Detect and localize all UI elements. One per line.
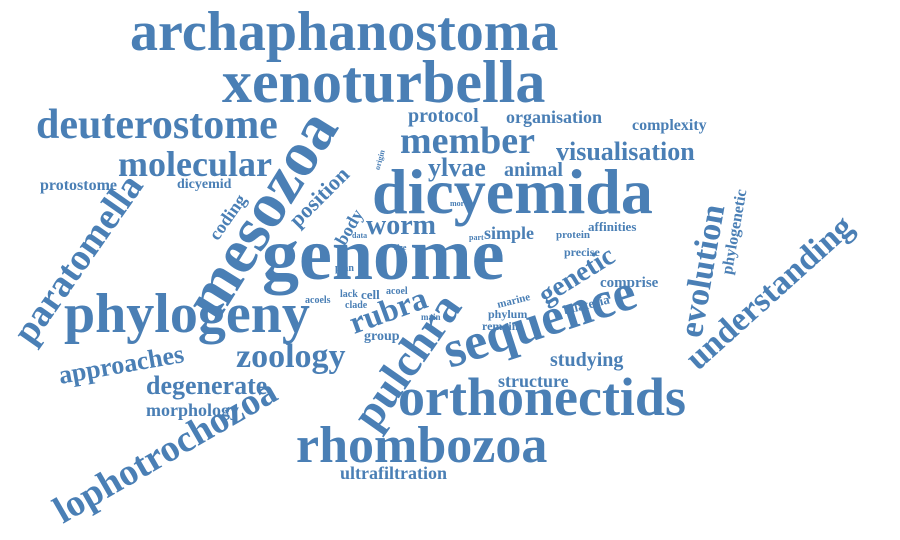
word-phylum: phylum [488, 307, 528, 321]
word-cell: cell [361, 287, 380, 302]
word-more: more [450, 199, 468, 208]
word-structure: structure [498, 371, 569, 391]
word-precise: precise [564, 245, 600, 259]
word-acoel: acoel [386, 286, 408, 297]
word-affinities: affinities [588, 219, 637, 234]
word-dicyemid: dicyemid [177, 177, 232, 192]
word-simple: simple [484, 223, 535, 243]
word-part: part [469, 233, 484, 242]
word-protein: protein [556, 229, 591, 241]
word-protostome: protostome [40, 177, 118, 194]
word-clade: clade [345, 300, 368, 311]
word-morphology: morphology [146, 400, 240, 420]
word-archaphanostoma: archaphanostoma [130, 1, 559, 63]
word-data: data [352, 231, 368, 240]
word-ylvae: ylvae [428, 153, 486, 182]
word-size: size [394, 243, 407, 252]
word-phylogeny: phylogeny [64, 283, 310, 345]
word-comprise: comprise [600, 275, 659, 291]
word-group: group [364, 329, 400, 344]
word-studying: studying [550, 349, 624, 371]
word-deuterostome: deuterostome [36, 102, 278, 148]
word-main: main [421, 312, 441, 322]
word-ultrafiltration: ultrafiltration [340, 463, 447, 483]
word-dicyemida: dicyemida [372, 156, 653, 227]
word-member: member [400, 120, 536, 162]
word-genome: genome [262, 214, 505, 296]
word-remain: remain [482, 319, 519, 333]
word-lack: lack [340, 289, 358, 300]
word-plan: plan [335, 263, 354, 274]
word-complexity: complexity [632, 117, 707, 134]
word-rhombozoa: rhombozoa [296, 417, 548, 474]
word-worm: worm [366, 210, 436, 241]
word-protocol: protocol [408, 105, 479, 127]
word-visualisation: visualisation [556, 137, 695, 166]
word-molecular: molecular [118, 144, 272, 184]
word-organisation: organisation [506, 107, 603, 127]
word-xenoturbella: xenoturbella [222, 49, 546, 115]
word-animal: animal [504, 159, 563, 181]
word-acoels: acoels [305, 295, 331, 306]
word-orthonectids: orthonectids [398, 367, 686, 427]
word-zoology: zoology [236, 338, 346, 375]
word-degenerate: degenerate [146, 371, 268, 400]
